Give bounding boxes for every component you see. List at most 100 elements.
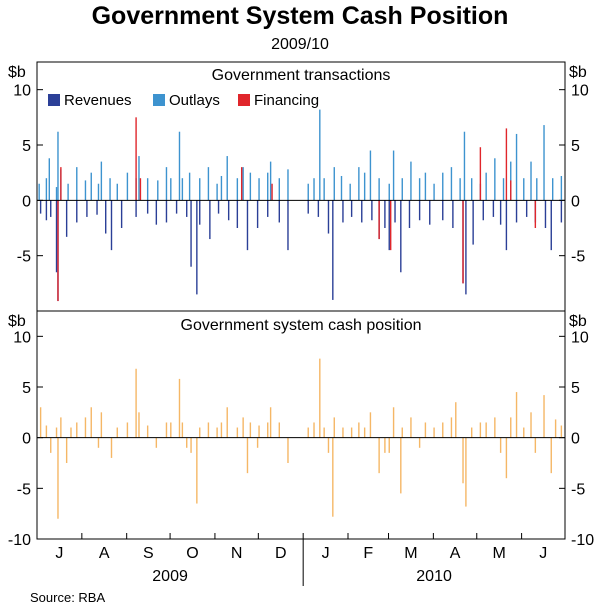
bar-outlays (307, 183, 309, 201)
bar-outlays (543, 125, 545, 201)
bar-cash-position (242, 417, 244, 438)
bar-outlays (560, 175, 563, 201)
bar-cash-position (342, 427, 344, 438)
bar-cash-position (287, 437, 289, 463)
bar-cash-position (45, 425, 48, 438)
bar-revenues (146, 200, 149, 214)
bar-cash-position (196, 437, 198, 504)
bar-outlays (333, 167, 335, 201)
bar-revenues (544, 200, 547, 228)
bar-revenues (256, 200, 259, 228)
bar-outlays (84, 180, 87, 201)
bar-cash-position (499, 437, 502, 453)
bar-outlays (55, 187, 58, 201)
bar-outlays (287, 169, 289, 201)
bar-outlays (410, 161, 412, 201)
x-tick-label-month: O (186, 545, 198, 562)
bar-outlays (97, 183, 100, 201)
x-tick-label-month: M (493, 545, 506, 562)
y-tick-label-right: 5 (571, 138, 580, 155)
bar-outlays (450, 167, 453, 201)
unit-label-bottom-right: $b (569, 313, 587, 330)
bar-outlays (433, 183, 435, 201)
bar-cash-position (515, 392, 518, 438)
bar-cash-position (135, 368, 137, 438)
bar-outlays (249, 172, 252, 201)
legend-label-revenues: Revenues (64, 92, 132, 109)
legend: Revenues Outlays Financing (48, 92, 319, 109)
legend-label-outlays: Outlays (169, 92, 220, 109)
bar-outlays (38, 183, 40, 201)
bar-cash-position (236, 427, 239, 438)
bar-outlays (319, 109, 321, 201)
bar-cash-position (462, 437, 464, 484)
y-tick-label-right: 0 (571, 431, 580, 448)
bar-cash-position (494, 417, 496, 438)
bar-cash-position (76, 422, 78, 438)
bar-cash-position (84, 417, 87, 438)
chart-title: Government System Cash Position (91, 2, 509, 30)
bar-outlays (369, 150, 372, 201)
bar-cash-position (220, 422, 223, 438)
legend-swatch-outlays (153, 94, 165, 106)
bar-revenues (371, 200, 373, 221)
bar-cash-position (333, 417, 335, 438)
bar-revenues (384, 200, 386, 228)
bar-revenues (350, 200, 353, 217)
x-tick-label-month: A (450, 545, 461, 562)
bar-outlays (358, 167, 360, 201)
bar-revenues (175, 200, 178, 214)
bar-revenues (209, 200, 211, 240)
bar-revenues (236, 200, 239, 228)
bar-revenues (110, 200, 113, 251)
bar-outlays (170, 178, 172, 201)
bar-outlays (363, 172, 366, 201)
bar-financing (510, 180, 512, 201)
bar-cash-position (190, 437, 192, 453)
x-tick-label-month: J (322, 545, 330, 562)
bar-financing (462, 200, 464, 284)
source-note: Source: RBA (30, 590, 106, 605)
bar-cash-position (363, 427, 366, 438)
y-tick-label-right: 10 (571, 329, 589, 346)
bar-outlays (388, 183, 390, 201)
unit-label-top-right: $b (569, 64, 587, 81)
bar-cash-position (216, 427, 218, 438)
unit-label-bottom-left: $b (8, 313, 26, 330)
x-tick-label-month: J (539, 545, 547, 562)
bar-financing (479, 147, 482, 201)
bar-cash-position (442, 422, 444, 438)
bar-outlays (76, 167, 78, 201)
x-year-label-2010: 2010 (416, 568, 452, 585)
bar-revenues (196, 200, 198, 295)
bar-cash-position (369, 412, 372, 438)
y-tick-label-right: 0 (571, 193, 580, 210)
x-tick-label-month: D (275, 545, 287, 562)
bar-cash-position (126, 422, 129, 438)
bar-cash-position (207, 422, 210, 438)
bar-cash-position (424, 422, 427, 438)
bar-cash-position (433, 427, 435, 438)
bar-outlays (340, 175, 343, 201)
bar-revenues (418, 200, 421, 221)
bar-revenues (287, 200, 289, 251)
bar-outlays (552, 178, 554, 201)
bar-outlays (207, 167, 210, 201)
bar-financing (534, 200, 537, 228)
bar-cash-position (384, 437, 386, 453)
bar-revenues (525, 200, 528, 217)
bar-cash-position (465, 437, 467, 507)
bar-revenues (317, 200, 320, 217)
bar-revenues (408, 200, 411, 228)
bar-cash-position (110, 437, 113, 458)
bar-revenues (560, 200, 563, 223)
bar-outlays (220, 175, 223, 201)
y-tick-label-left: 0 (22, 193, 31, 210)
bar-cash-position (246, 437, 249, 474)
bar-cash-position (186, 437, 188, 448)
bar-outlays (126, 172, 129, 201)
bar-cash-position (510, 417, 512, 438)
bar-revenues (267, 200, 269, 217)
bar-financing (135, 117, 137, 201)
y-tick-label-left: -5 (17, 481, 31, 498)
